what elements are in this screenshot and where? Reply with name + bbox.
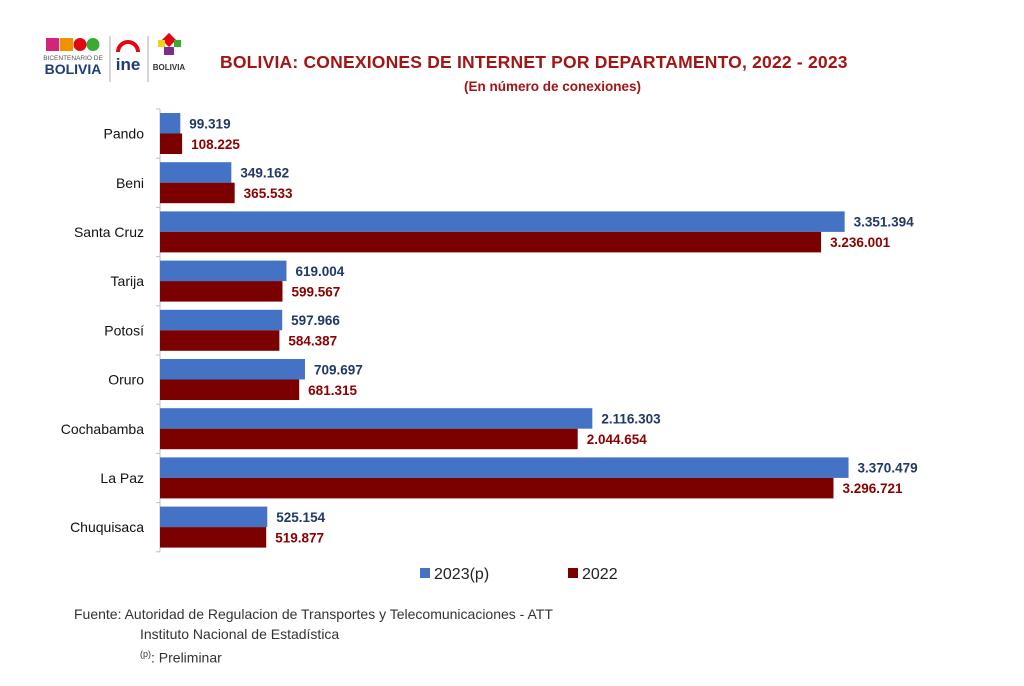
bar-pando-2022 [160,133,183,154]
data-label-oruro-2023: 709.697 [314,362,363,377]
data-label-tarija-2023: 619.004 [295,264,344,279]
bicentenario-logo: BICENTENARIO DE BOLIVIA [43,38,103,77]
bar-oruro-2022 [160,379,300,400]
category-label-beni: Beni [116,175,144,191]
data-label-potos--2023: 597.966 [291,313,340,328]
data-label-chuquisaca-2022: 519.877 [275,530,324,545]
category-label-oruro: Oruro [108,372,144,388]
bar-beni-2022 [160,182,235,204]
estado-logo-text: BOLIVIA [153,63,186,72]
bar-potos--2023 [160,309,283,331]
data-label-beni-2023: 349.162 [240,165,289,180]
legend-item-2022: 2022 [568,566,618,584]
category-label-potos-: Potosí [104,322,144,338]
category-label-la-paz: La Paz [100,470,144,486]
bar-santa-cruz-2022 [160,231,822,253]
data-label-chuquisaca-2023: 525.154 [276,510,325,525]
bar-beni-2023 [160,162,232,183]
category-label-pando: Pando [104,126,145,142]
bar-chuquisaca-2023 [160,506,268,528]
header-logos: BICENTENARIO DE BOLIVIA ine BOLIVIA [43,32,186,82]
bar-pando-2023 [160,113,181,134]
legend-swatch-2022 [568,568,578,578]
category-label-cochabamba: Cochabamba [61,421,144,437]
preliminary-text: : Preliminar [151,649,222,666]
preliminary-mark: (p) [140,649,151,659]
data-label-cochabamba-2023: 2.116.303 [601,411,661,426]
source-line-2: Instituto Nacional de Estadística [140,626,340,642]
legend-swatch-2023 [420,568,430,578]
chart-subtitle: (En número de conexiones) [463,79,642,94]
bar-tarija-2023 [160,260,287,282]
legend-label-2023: 2023(p) [434,566,490,583]
bar-chart: Pando 99.319 108.225 Beni 349.162 365.533 Sant… [61,108,918,553]
data-label-tarija-2022: 599.567 [291,284,340,299]
bicentenario-logo-line1: BICENTENARIO DE [43,55,103,62]
data-label-pando-2022: 108.225 [191,137,240,152]
data-label-pando-2023: 99.319 [189,116,230,131]
data-label-oruro-2022: 681.315 [308,383,357,398]
legend-label-2022: 2022 [582,566,618,583]
data-label-santa-cruz-2022: 3.236.001 [830,235,891,250]
source-line-3: (p): Preliminar [74,644,553,668]
bar-santa-cruz-2023 [160,211,845,232]
data-label-la-paz-2022: 3.296.721 [842,481,903,496]
bicentenario-logo-line2: BOLIVIA [45,61,102,77]
source-note: Fuente: Autoridad de Regulacion de Trans… [74,604,553,668]
category-label-tarija: Tarija [111,273,145,289]
bar-chuquisaca-2022 [160,527,267,548]
source-line-1: Fuente: Autoridad de Regulacion de Trans… [74,606,553,622]
data-label-beni-2022: 365.533 [244,186,293,201]
bar-potos--2022 [160,330,280,351]
bar-cochabamba-2023 [160,408,593,429]
bar-cochabamba-2022 [160,428,578,450]
bar-oruro-2023 [160,359,305,380]
bar-la-paz-2022 [160,477,834,499]
bar-tarija-2022 [160,281,283,302]
data-label-la-paz-2023: 3.370.479 [858,461,918,476]
ine-logo: ine [116,40,141,74]
bar-la-paz-2023 [160,457,849,478]
data-label-potos--2022: 584.387 [288,334,337,349]
data-label-santa-cruz-2023: 3.351.394 [854,215,915,230]
category-label-santa-cruz: Santa Cruz [74,224,144,240]
ine-logo-text: ine [116,55,141,74]
chart-title: BOLIVIA: CONEXIONES DE INTERNET POR DEPA… [220,52,848,72]
data-label-cochabamba-2022: 2.044.654 [587,432,648,447]
category-label-chuquisaca: Chuquisaca [70,519,144,535]
legend-item-2023: 2023(p) [420,566,489,584]
